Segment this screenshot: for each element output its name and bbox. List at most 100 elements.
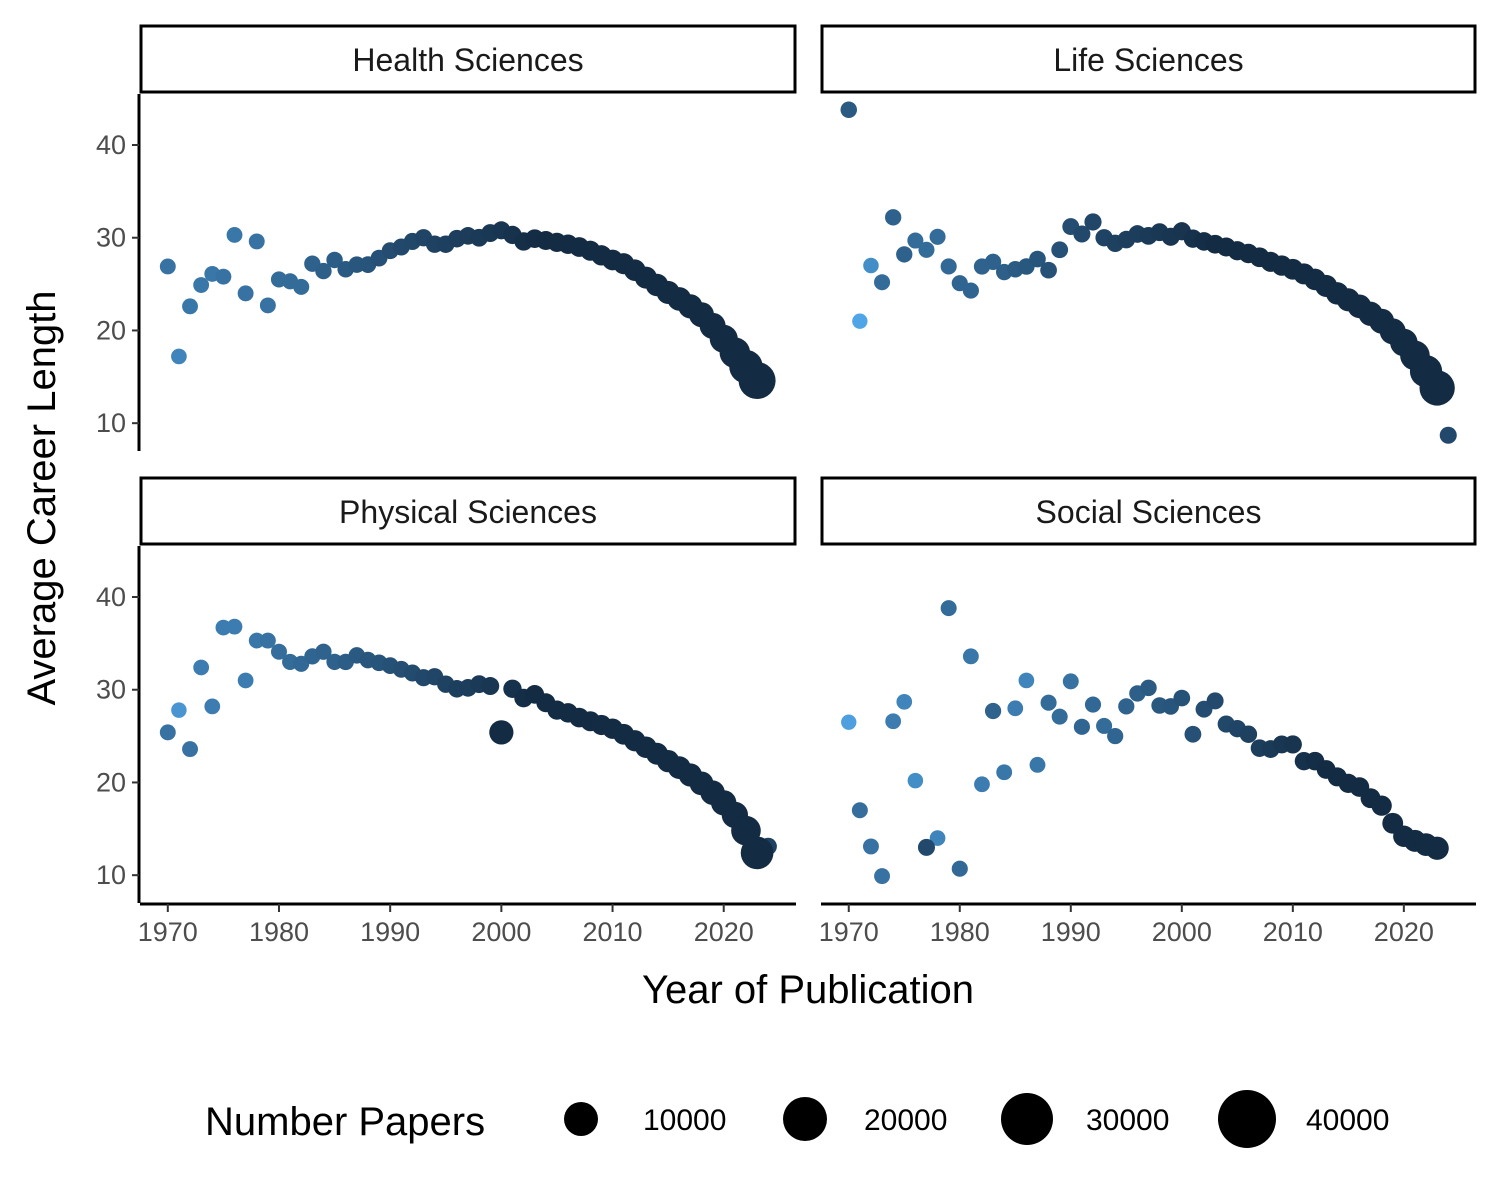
data-point-life-sciences-2023 [1419, 370, 1455, 406]
data-point-social-sciences-1983 [984, 702, 1002, 720]
panel-physical-sciences: Physical Sciences 10 20 30 40 1970 1980 1990 200… [96, 476, 797, 947]
x-tick-label: 2000 [1152, 917, 1212, 947]
y-tick-label: 10 [96, 408, 126, 438]
y-tick-label: 20 [96, 315, 126, 345]
y-tick-label: 30 [96, 675, 126, 705]
x-tick-label: 1970 [819, 917, 879, 947]
data-point-social-sciences-1974 [885, 713, 902, 730]
data-point-life-sciences-1979 [940, 258, 957, 275]
data-point-social-sciences-1989 [1051, 708, 1068, 725]
data-point-physical-sciences-1974 [204, 698, 221, 715]
strip-label-social-sciences: Social Sciences [1036, 494, 1262, 530]
data-point-life-sciences-1977 [918, 241, 935, 258]
data-point-social-sciences-1985 [1007, 700, 1024, 717]
data-point-life-sciences-1981 [962, 282, 979, 299]
data-point-social-sciences-1980 [951, 860, 968, 877]
panel-health-sciences: Health Sciences 10 20 30 40 [96, 24, 797, 451]
data-point-life-sciences-1975 [896, 246, 913, 263]
x-axis-title: Year of Publication [642, 968, 974, 1012]
data-point-social-sciences-1975 [896, 693, 913, 710]
data-point-social-sciences-1993 [1096, 717, 1113, 734]
data-point-physical-sciences-1973 [193, 659, 210, 676]
data-point-social-sciences-2001 [1184, 725, 1202, 743]
strip-label-life-sciences: Life Sciences [1053, 42, 1243, 78]
data-point-life-sciences-1978 [929, 228, 946, 245]
y-tick-label: 30 [96, 223, 126, 253]
data-point-social-sciences-1990 [1062, 673, 1079, 690]
data-point-social-sciences-1978 [929, 830, 946, 846]
data-point-physical-sciences-1970 [159, 724, 176, 741]
data-point-life-sciences-1987 [1029, 250, 1046, 268]
legend-title: Number Papers [205, 1100, 485, 1144]
legend-label-10000: 10000 [643, 1104, 726, 1137]
x-tick-label: 1990 [1041, 917, 1101, 947]
data-point-life-sciences-1983 [984, 253, 1002, 270]
data-point-physical-sciences-1977 [237, 672, 254, 689]
strip-label-physical-sciences: Physical Sciences [339, 494, 597, 530]
data-point-social-sciences-1971 [851, 802, 868, 819]
data-point-social-sciences-1994 [1107, 727, 1124, 745]
data-point-life-sciences-1991 [1073, 225, 1091, 243]
strip-health-sciences [139, 24, 797, 94]
legend: Number Papers 10000 20000 30000 40000 [205, 1090, 1389, 1148]
data-point-health-sciences-1976 [226, 227, 243, 243]
data-point-health-sciences-1984 [315, 262, 332, 280]
data-point-social-sciences-2023 [1425, 836, 1449, 860]
legend-key-30000 [1001, 1093, 1053, 1145]
x-tick-label: 2010 [583, 917, 643, 947]
data-point-social-sciences-1984 [996, 764, 1013, 781]
data-point-life-sciences-1973 [874, 274, 891, 291]
data-point-life-sciences-1989 [1051, 241, 1069, 259]
data-point-social-sciences-1982 [974, 776, 990, 793]
data-point-social-sciences-1973 [874, 868, 891, 885]
x-tick-label: 2010 [1263, 917, 1323, 947]
legend-key-10000 [564, 1102, 598, 1136]
y-tick-label: 10 [96, 860, 126, 890]
y-axis-title: Average Career Length [20, 290, 64, 705]
data-point-health-sciences-1973 [193, 277, 210, 293]
data-point-social-sciences-1987 [1029, 756, 1046, 773]
x-tick-label: 1990 [360, 917, 420, 947]
data-point-social-sciences-1988 [1040, 694, 1057, 711]
data-point-social-sciences-1992 [1084, 696, 1102, 713]
data-point-social-sciences-1970 [841, 714, 857, 730]
panel-social-sciences: Social Sciences 1970 1980 1990 2000 2010 2020 [819, 476, 1477, 947]
data-point-social-sciences-1991 [1073, 718, 1090, 735]
data-point-health-sciences-1978 [248, 233, 265, 250]
data-point-health-sciences-1971 [171, 348, 187, 365]
data-point-physical-sciences-2000 [489, 720, 514, 745]
legend-key-20000 [783, 1097, 827, 1141]
data-point-health-sciences-1979 [259, 297, 276, 314]
data-point-health-sciences-2023 [738, 362, 776, 400]
data-point-life-sciences-1974 [885, 209, 902, 226]
data-point-physical-sciences-1984 [315, 643, 332, 660]
x-tick-label: 2000 [471, 917, 531, 947]
data-point-social-sciences-1979 [940, 600, 957, 617]
y-tick-label: 20 [96, 767, 126, 797]
data-point-social-sciences-2018 [1371, 795, 1392, 816]
data-point-physical-sciences-1978 [248, 632, 265, 649]
strip-label-health-sciences: Health Sciences [352, 42, 583, 78]
data-point-social-sciences-2010 [1283, 735, 1302, 754]
data-point-physical-sciences-1999 [481, 677, 500, 696]
panel-life-sciences: Life Sciences [820, 24, 1477, 444]
data-point-life-sciences-1988 [1040, 261, 1057, 279]
y-tick-label: 40 [96, 130, 126, 160]
data-point-physical-sciences-2023 [740, 836, 774, 870]
data-point-social-sciences-2000 [1173, 689, 1191, 707]
strip-physical-sciences [139, 476, 797, 546]
data-point-physical-sciences-1979 [259, 632, 276, 649]
data-point-social-sciences-1977 [917, 838, 935, 856]
data-point-social-sciences-1997 [1140, 679, 1157, 697]
legend-key-40000 [1218, 1090, 1276, 1148]
data-point-social-sciences-2006 [1239, 725, 1258, 743]
strip-social-sciences [820, 476, 1477, 546]
x-tick-label: 1980 [249, 917, 309, 947]
data-point-life-sciences-1971 [852, 313, 868, 329]
data-point-life-sciences-1976 [907, 232, 924, 249]
y-tick-label: 40 [96, 582, 126, 612]
legend-label-40000: 40000 [1306, 1104, 1389, 1137]
data-point-social-sciences-1976 [907, 772, 924, 789]
data-point-physical-sciences-1976 [226, 618, 243, 635]
